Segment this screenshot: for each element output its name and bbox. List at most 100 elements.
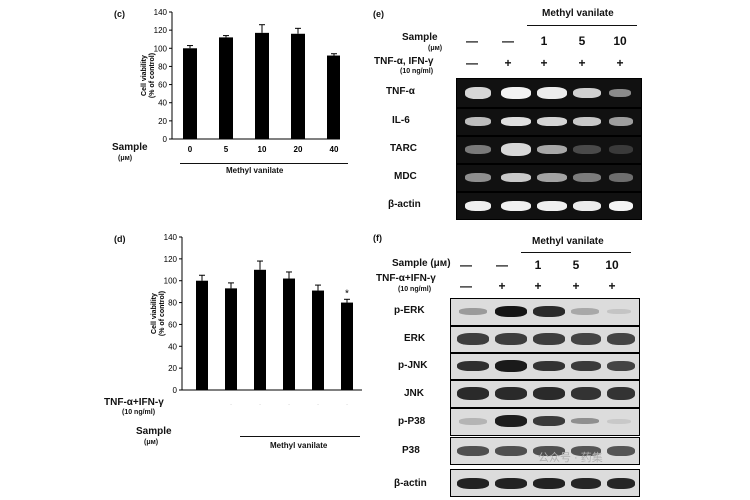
panel-f-row-label: p-JNK (398, 360, 428, 371)
category-label: 0 (188, 145, 193, 154)
panel-e-treatment-label: TNF-α, IFN-γ (374, 56, 434, 67)
panel-f-treatment-sign: + (534, 279, 542, 293)
panel-f-row-label: P38 (402, 445, 420, 456)
panel-e-row-label: MDC (394, 171, 417, 182)
panel-c-group-line (180, 163, 348, 164)
y-tick-label: 100 (164, 277, 178, 286)
panel-f-treatment-sign: — (460, 279, 472, 293)
panel-d-treatment-conc: (10 ng/ml) (122, 409, 156, 416)
panel-e-row-label: TNF-α (386, 86, 415, 97)
bar (183, 48, 197, 139)
y-tick-label: 20 (168, 364, 177, 373)
category-label: 10 (258, 145, 267, 154)
panel-e-treatment-sign: + (504, 56, 512, 70)
panel-f-treatment-sign: + (608, 279, 616, 293)
panel-f-sample-sign: 5 (572, 258, 580, 272)
y-tick-label: 60 (158, 81, 167, 90)
panel-e-row-label: IL-6 (392, 115, 410, 126)
panel-f-group-line (521, 252, 631, 253)
treatment-sign: + (315, 403, 321, 405)
panel-f-sample-sign: — (496, 258, 508, 272)
watermark: 公众号 · 药集 (538, 452, 603, 464)
treatment-sign: + (228, 403, 234, 405)
treatment-sign: + (286, 403, 292, 405)
y-tick-label: 0 (163, 135, 168, 144)
y-tick-label: 40 (168, 342, 177, 351)
panel-f-sample-sign: 10 (605, 258, 619, 272)
panel-f-blot-bactin (450, 469, 640, 497)
panel-d-sample-unit: (μм) (144, 439, 159, 446)
bar (254, 269, 266, 390)
bar (291, 33, 305, 140)
y-tick-label: 20 (158, 117, 167, 126)
bar (225, 288, 237, 390)
panel-d-treatment-label: TNF-α+IFN-γ (104, 397, 164, 408)
panel-f-blot-perk (450, 298, 640, 326)
y-tick-label: 80 (168, 299, 177, 308)
panel-e-treatment-sign: + (540, 56, 548, 70)
panel-d-group-line (240, 436, 360, 437)
panel-e-sample-sign: — (502, 34, 514, 48)
treatment-sign: + (257, 403, 263, 405)
panel-e-blot-tnfa (456, 78, 642, 108)
panel-f-row-label: β-actin (394, 478, 427, 489)
bar (283, 278, 295, 390)
panel-e-group-line (527, 25, 637, 26)
panel-e-sample-sign: — (466, 34, 478, 48)
y-tick-label: 120 (154, 26, 168, 35)
panel-f-row-label: ERK (404, 333, 426, 344)
panel-f-blot-p38 (450, 437, 640, 465)
panel-e-treatment-sign: — (466, 56, 478, 70)
panel-c-sample-label: Sample (112, 142, 148, 153)
panel-d-bar-chart: 0 20 40 60 80 100 120 140 Cell viability (% of co… (151, 233, 362, 405)
bar (196, 280, 208, 390)
y-tick-label: 0 (173, 386, 178, 395)
panel-f-sample-sign: — (460, 258, 472, 272)
panel-f-row-label: p-ERK (394, 305, 425, 316)
category-label: 5 (224, 145, 229, 154)
treatment-sign: — (197, 403, 207, 405)
y-tick-label: 40 (158, 99, 167, 108)
panel-f-group-label: Methyl vanilate (532, 236, 604, 247)
panel-d-letter: (d) (114, 234, 126, 244)
bar (341, 302, 353, 390)
category-label: 20 (294, 145, 303, 154)
panel-f-letter: (f) (373, 233, 382, 243)
panel-f-sample-label: Sample (μм) (392, 258, 451, 269)
panel-f-blot-erk (450, 326, 640, 353)
y-tick-label: 140 (164, 233, 178, 242)
panel-e-row-label: β-actin (388, 199, 421, 210)
y-axis-label: (% of control) (159, 291, 166, 336)
panel-f-sample-sign: 1 (534, 258, 542, 272)
panel-e-treatment-conc: (10 ng/ml) (400, 68, 434, 75)
panel-e-treatment-sign: + (616, 56, 624, 70)
panel-f-row-label: JNK (404, 388, 425, 399)
panel-f-treatment-label: TNF-α+IFN-γ (376, 273, 436, 284)
panel-d-sample-label: Sample (136, 426, 172, 437)
panel-e-sample-label: Sample (402, 32, 438, 43)
panel-c-sample-unit: (μм) (118, 155, 133, 162)
panel-e-treatment-sign: + (578, 56, 586, 70)
panel-f-blot-jnk (450, 380, 640, 408)
panel-e-blot-bactin (456, 192, 642, 220)
y-axis-label: Cell viability (141, 55, 148, 96)
panel-f-treatment-sign: + (498, 279, 506, 293)
y-axis-label: Cell viability (151, 293, 158, 334)
panel-f-treatment-conc: (10 ng/ml) (398, 286, 432, 293)
panel-e-blot-mdc (456, 164, 642, 192)
panel-f-row-label: p-P38 (398, 416, 426, 427)
y-tick-label: 120 (164, 255, 178, 264)
panel-e-letter: (e) (373, 9, 384, 19)
panel-e-sample-sign: 10 (613, 34, 627, 48)
panel-e-blot-il6 (456, 108, 642, 136)
panel-e-blot-tarc (456, 136, 642, 164)
y-tick-label: 60 (168, 320, 177, 329)
panel-d-group-label: Methyl vanilate (270, 441, 328, 450)
panel-c-group-label: Methyl vanilate (226, 166, 284, 175)
panel-e-sample-unit: (μм) (428, 45, 443, 52)
panel-c-letter: (c) (114, 9, 125, 19)
panel-e-group-label: Methyl vanilate (542, 8, 614, 19)
y-axis-label: (% of control) (149, 53, 156, 98)
